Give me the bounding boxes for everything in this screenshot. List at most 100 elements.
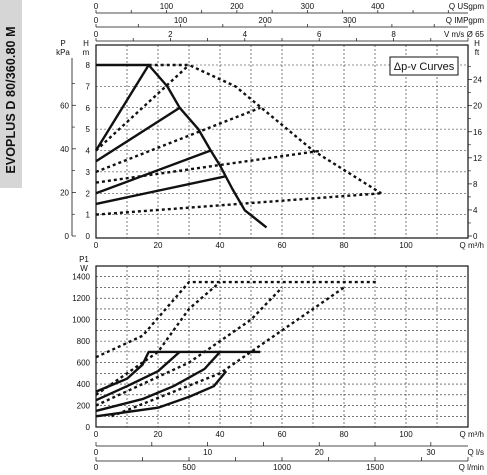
y-tick-label-m: 1 [86,211,91,220]
top-tick-label: 300 [343,16,357,25]
top-tick-label: 6 [317,30,322,39]
x-tick-label: 40 [216,241,225,250]
y-tick-label-m: 3 [86,168,91,177]
top-tick-label: 0 [94,16,99,25]
x-tick-label: 80 [340,241,349,250]
head-curve-dashed [95,106,261,174]
y-tick-label-ft: 4 [473,206,478,215]
head-curve-dashed [148,63,382,195]
y-tick-label-ft: 8 [473,180,478,189]
top-tick-label: 4 [243,30,248,39]
y-tick-label-m: 8 [86,61,91,70]
bottom-tick-label: 0 [94,448,99,457]
y-tick-label-w: 600 [77,359,91,368]
y-axis-unit-w: W [80,264,88,273]
legend-box: Δp-v Curves [389,56,459,76]
top-tick-label: 400 [371,2,385,11]
x-axis-label: Q m³/h [460,241,484,250]
head-curve-dashed [95,192,382,216]
bottom-tick-label: 0 [94,463,99,472]
y-tick-label-w: 0 [86,423,91,432]
y-axis-unit-kpa: kPa [56,48,70,57]
y-tick-label-m: 6 [86,104,91,113]
y-tick-label-w: 800 [77,337,91,346]
head-curve-solid [94,64,150,152]
bottom-tick-label: 100 [399,430,413,439]
bottom-tick-label: 20 [154,430,163,439]
y-axis-label-p1: P1 [79,255,89,264]
top-tick-label: 100 [174,16,188,25]
bottom-tick-label: 500 [182,463,196,472]
y-tick-label-ft: 16 [473,128,482,137]
top-axis-label: Q IMPgpm [446,16,485,25]
legend-frame [389,56,459,76]
head-curve-solid [96,63,268,229]
y-tick-label-ft: 24 [473,76,482,85]
bottom-axis-label: Q l/s [468,448,484,457]
model-label-panel: EVOPLUS D 80/360.80 M [0,0,22,188]
top-axis-label: Q USgpm [449,2,484,11]
power-curve-solid [95,351,181,402]
y-tick-label-m: 0 [86,232,91,241]
y-tick-label-w: 1000 [72,316,90,325]
head-curve-solid [95,149,212,195]
y-tick-label-m: 5 [86,125,91,134]
power-curve-dashed [95,286,283,407]
bottom-axis-label: Q m³/h [460,430,484,439]
y-axis-label-h-right: H [474,39,480,48]
x-tick-label: 100 [399,241,413,250]
bottom-tick-label: 30 [426,448,435,457]
head-curve-dashed [95,149,323,184]
y-tick-label-w: 400 [77,380,91,389]
power-curve-solid [95,350,261,393]
top-tick-label: 200 [258,16,272,25]
power-curve-solid [95,370,228,418]
y-axis-unit-ft: ft [475,48,480,57]
y-tick-label-w: 1200 [72,294,90,303]
y-tick-label-ft: 12 [473,154,482,163]
power-curve-dashed [95,281,221,396]
y-tick-label-kpa: 20 [60,188,69,197]
top-axis-label: V m/s Ø 65 [444,30,485,39]
y-tick-label-kpa: 0 [65,232,70,241]
bottom-tick-label: 10 [203,448,212,457]
top-tick-label: 0 [94,30,99,39]
y-tick-label-ft: 20 [473,102,482,111]
head-curve-solid [95,175,227,206]
bottom-tick-label: 0 [94,430,99,439]
y-tick-label-m: 7 [86,82,91,91]
bottom-tick-label: 40 [216,430,225,439]
y-tick-label-w: 1400 [72,273,90,282]
top-tick-label: 2 [168,30,173,39]
y-tick-label-kpa: 60 [60,101,69,110]
power-curve-dashed [95,280,379,359]
power-curve-solid [95,351,221,413]
x-tick-label: 20 [154,241,163,250]
y-tick-label-kpa: 40 [60,145,69,154]
y-tick-label-w: 200 [77,402,91,411]
bottom-tick-label: 60 [278,430,287,439]
top-tick-label: 0 [94,2,99,11]
bottom-tick-label: 1000 [273,463,291,472]
head-curve-solid [95,106,181,163]
y-tick-label-m: 4 [86,147,91,156]
x-tick-label: 0 [94,241,99,250]
bottom-tick-label: 20 [315,448,324,457]
y-axis-label-p: P [60,39,65,48]
y-axis-label-h: H [83,39,89,48]
bottom-tick-label: 80 [340,430,349,439]
y-tick-label-ft: 0 [473,232,478,241]
x-tick-label: 60 [278,241,287,250]
y-axis-unit-m: m [83,48,90,57]
bottom-axis-label: Q l/min [459,463,484,472]
top-tick-label: 200 [230,2,244,11]
power-curve-dashed [111,286,345,418]
top-tick-label: 8 [391,30,396,39]
legend-label: Δp-v Curves [394,61,455,73]
y-tick-label-m: 2 [86,189,91,198]
top-tick-label: 300 [301,2,315,11]
top-tick-label: 100 [160,2,174,11]
